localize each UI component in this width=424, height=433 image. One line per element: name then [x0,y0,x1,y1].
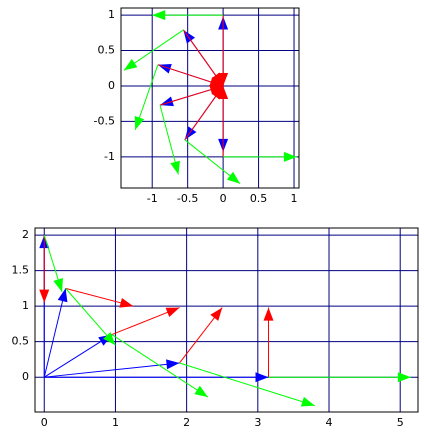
arrow-head [53,278,63,292]
arrow-head [397,372,411,383]
vector-arrow [44,362,180,378]
x-tick-label: 2 [183,416,190,429]
x-tick-label: 3 [254,416,261,429]
arrow-head [283,151,297,162]
arrow-head [166,359,180,370]
x-tick-label: 4 [326,416,333,429]
y-tick-label: 2 [22,228,29,241]
arrow-head [170,160,180,175]
vector-arrow [43,334,113,378]
y-tick-label: 1 [108,8,115,21]
plot-frame [34,227,419,413]
arrow-head [165,307,180,318]
x-tick-label: -1 [147,192,158,205]
arrow-head [103,332,116,346]
vector-arrow [43,288,67,378]
arrow-head [119,298,134,308]
arrow-head [218,85,229,99]
x-tick-label: 5 [397,416,404,429]
y-tick-label: 0 [108,79,115,92]
arrow-head [57,288,68,303]
x-tick-label: 1 [291,192,298,205]
y-tick-label: -0.5 [94,114,115,127]
x-tick-label: 0.5 [250,192,268,205]
plot-frame [120,7,300,189]
arrow-head [209,84,224,95]
arrow-head [226,171,241,184]
arrow-head [209,77,224,87]
arrow-head [123,58,138,71]
arrow-head [211,72,224,86]
vector-arrow [179,362,315,407]
x-tick-label: -0.5 [177,192,198,205]
x-tick-label: 0 [220,192,227,205]
arrow-head [210,307,223,321]
y-tick-label: 1 [22,299,29,312]
x-tick-label: 1 [112,416,119,429]
y-tick-label: 0 [22,370,29,383]
arrow-head [194,385,208,398]
y-tick-label: 1.5 [12,264,30,277]
y-tick-label: 0.5 [12,335,30,348]
x-tick-label: 0 [41,416,48,429]
arrow-head [255,372,269,383]
arrow-head [263,307,274,321]
arrow-head [300,396,315,407]
arrow-head [152,10,166,21]
vector-arrow [111,334,209,398]
arrow-head [134,115,145,130]
y-tick-label: 0.5 [98,44,116,57]
arrow-head [39,289,50,303]
y-tick-label: -1 [104,150,115,163]
